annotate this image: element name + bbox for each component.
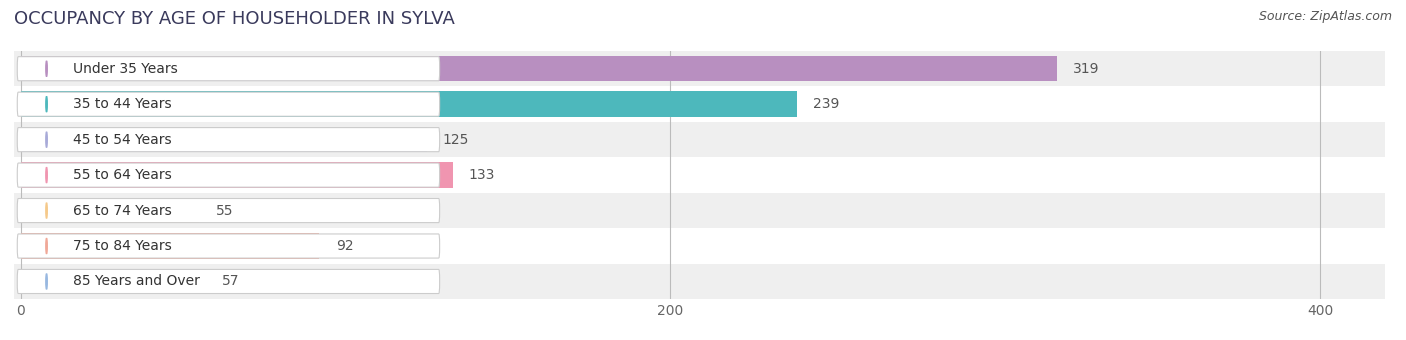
Bar — [21, 56, 1057, 82]
Bar — [21, 162, 453, 188]
FancyBboxPatch shape — [17, 57, 440, 81]
Bar — [14, 228, 1385, 264]
Text: 55: 55 — [215, 204, 233, 218]
Bar — [21, 91, 797, 117]
Bar — [14, 122, 1385, 157]
Bar — [14, 193, 1385, 228]
Text: 85 Years and Over: 85 Years and Over — [73, 274, 200, 288]
Circle shape — [46, 167, 48, 183]
FancyBboxPatch shape — [17, 199, 440, 223]
Bar — [21, 198, 200, 223]
Circle shape — [46, 132, 48, 148]
Text: OCCUPANCY BY AGE OF HOUSEHOLDER IN SYLVA: OCCUPANCY BY AGE OF HOUSEHOLDER IN SYLVA — [14, 10, 456, 28]
Text: 133: 133 — [468, 168, 495, 182]
FancyBboxPatch shape — [17, 163, 440, 187]
Circle shape — [46, 274, 48, 289]
FancyBboxPatch shape — [17, 92, 440, 116]
FancyBboxPatch shape — [17, 128, 440, 152]
Text: 319: 319 — [1073, 62, 1099, 76]
Text: 75 to 84 Years: 75 to 84 Years — [73, 239, 172, 253]
Bar — [14, 86, 1385, 122]
Circle shape — [46, 61, 48, 76]
Circle shape — [46, 96, 48, 112]
Bar — [14, 51, 1385, 86]
Text: Under 35 Years: Under 35 Years — [73, 62, 177, 76]
Bar — [14, 157, 1385, 193]
Text: 35 to 44 Years: 35 to 44 Years — [73, 97, 172, 111]
Bar — [14, 264, 1385, 299]
Text: 125: 125 — [443, 133, 470, 147]
Text: Source: ZipAtlas.com: Source: ZipAtlas.com — [1258, 10, 1392, 23]
Text: 57: 57 — [222, 274, 239, 288]
FancyBboxPatch shape — [17, 269, 440, 293]
Circle shape — [46, 238, 48, 254]
Text: 239: 239 — [813, 97, 839, 111]
FancyBboxPatch shape — [17, 234, 440, 258]
Circle shape — [46, 203, 48, 218]
Bar — [21, 269, 205, 294]
Bar — [21, 233, 319, 259]
Text: 65 to 74 Years: 65 to 74 Years — [73, 204, 172, 218]
Bar — [21, 127, 426, 152]
Text: 92: 92 — [336, 239, 353, 253]
Text: 55 to 64 Years: 55 to 64 Years — [73, 168, 172, 182]
Text: 45 to 54 Years: 45 to 54 Years — [73, 133, 172, 147]
